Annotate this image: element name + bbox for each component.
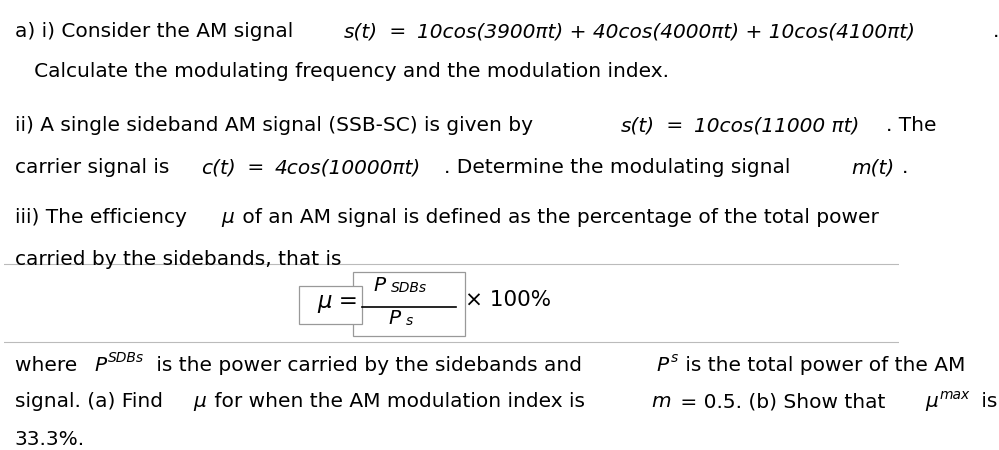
Text: × 100%: × 100% [465, 290, 551, 310]
Text: a) i) Consider the AM signal: a) i) Consider the AM signal [15, 22, 300, 41]
Text: of an AM signal is defined as the percentage of the total power: of an AM signal is defined as the percen… [236, 208, 878, 227]
Text: s(t): s(t) [620, 116, 655, 135]
Text: μ: μ [221, 208, 234, 227]
Text: Calculate the modulating frequency and the modulation index.: Calculate the modulating frequency and t… [15, 62, 669, 81]
Text: is the power carried by the sidebands and: is the power carried by the sidebands an… [150, 356, 588, 375]
Text: P: P [389, 309, 401, 328]
Text: s: s [670, 351, 677, 365]
Text: iii) The efficiency: iii) The efficiency [15, 208, 193, 227]
Text: = 0.5. (b) Show that: = 0.5. (b) Show that [673, 392, 891, 411]
Text: 10cos(3900πt) + 40cos(4000πt) + 10cos(4100πt): 10cos(3900πt) + 40cos(4000πt) + 10cos(41… [418, 22, 915, 41]
Text: s: s [406, 314, 414, 328]
Text: P: P [656, 356, 668, 375]
FancyBboxPatch shape [353, 272, 465, 336]
Text: ii) A single sideband AM signal (SSB-SC) is given by: ii) A single sideband AM signal (SSB-SC)… [15, 116, 539, 135]
Text: μ: μ [925, 392, 938, 411]
Text: 33.3%.: 33.3%. [15, 430, 85, 449]
Text: is the total power of the AM: is the total power of the AM [679, 356, 965, 375]
Text: SDBs: SDBs [391, 281, 427, 296]
Text: m(t): m(t) [851, 158, 895, 177]
Text: max: max [940, 387, 970, 401]
Text: for when the AM modulation index is: for when the AM modulation index is [208, 392, 591, 411]
Text: =: = [660, 116, 690, 135]
Text: .: . [901, 158, 908, 177]
Text: where: where [15, 356, 84, 375]
FancyBboxPatch shape [300, 286, 362, 324]
Text: 4cos(10000πt): 4cos(10000πt) [275, 158, 422, 177]
Text: SDBs: SDBs [108, 351, 144, 365]
Text: P: P [374, 276, 386, 295]
Text: =: = [384, 22, 413, 41]
Text: .: . [993, 22, 999, 41]
Text: carrier signal is: carrier signal is [15, 158, 176, 177]
Text: P: P [94, 356, 106, 375]
Text: . Determine the modulating signal: . Determine the modulating signal [444, 158, 797, 177]
Text: m: m [651, 392, 670, 411]
Text: 10cos(11000 πt): 10cos(11000 πt) [694, 116, 860, 135]
Text: =: = [241, 158, 271, 177]
Text: carried by the sidebands, that is: carried by the sidebands, that is [15, 250, 342, 269]
Text: μ: μ [193, 392, 206, 411]
Text: c(t): c(t) [201, 158, 236, 177]
Text: . The: . The [885, 116, 936, 135]
Text: μ =: μ = [318, 290, 366, 313]
Text: s(t): s(t) [344, 22, 378, 41]
Text: signal. (a) Find: signal. (a) Find [15, 392, 169, 411]
Text: is: is [975, 392, 997, 411]
